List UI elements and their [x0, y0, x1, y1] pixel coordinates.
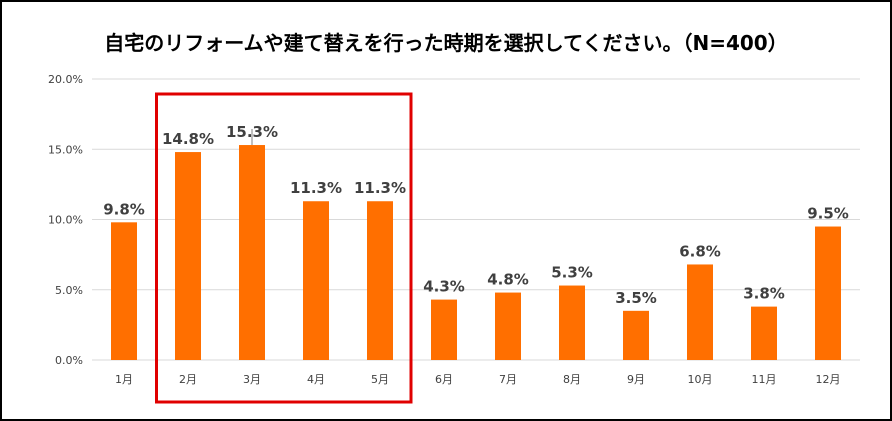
data-label: 11.3%	[354, 179, 406, 197]
chart-title: 自宅のリフォームや建て替えを行った時期を選択してください。（N=400）	[104, 31, 788, 55]
data-label: 6.8%	[679, 242, 721, 260]
bar	[303, 201, 329, 360]
y-tick-label: 10.0%	[48, 214, 83, 227]
bar	[239, 145, 265, 360]
y-tick-label: 20.0%	[48, 73, 83, 86]
highlight-box	[155, 92, 413, 404]
x-tick-label: 7月	[499, 373, 517, 386]
y-tick-label: 15.0%	[48, 143, 83, 156]
bar	[111, 222, 137, 360]
data-label: 3.5%	[615, 289, 657, 307]
data-label: 3.8%	[743, 285, 785, 303]
bar	[751, 306, 777, 360]
x-tick-label: 8月	[563, 373, 581, 386]
x-tick-label: 6月	[435, 373, 453, 386]
bar	[175, 152, 201, 360]
bar	[431, 299, 457, 360]
x-tick-label: 1月	[115, 373, 133, 386]
bar	[815, 226, 841, 360]
x-tick-label: 4月	[307, 373, 325, 386]
y-tick-label: 0.0%	[55, 354, 83, 367]
data-label: 4.3%	[423, 278, 465, 296]
x-tick-label: 9月	[627, 373, 645, 386]
x-tick-label: 10月	[688, 373, 713, 386]
bar	[367, 201, 393, 360]
x-tick-label: 3月	[243, 373, 261, 386]
data-label: 14.8%	[162, 130, 214, 148]
bar	[495, 292, 521, 360]
bar	[687, 264, 713, 360]
x-tick-label: 11月	[752, 373, 777, 386]
bar	[623, 310, 649, 360]
data-label: 9.5%	[807, 205, 849, 223]
x-tick-label: 12月	[816, 373, 841, 386]
x-tick-label: 5月	[371, 373, 389, 386]
y-tick-label: 5.0%	[55, 284, 83, 297]
data-label: 5.3%	[551, 264, 593, 282]
x-tick-label: 2月	[179, 373, 197, 386]
bar	[559, 285, 585, 360]
data-label: 11.3%	[290, 179, 342, 197]
data-label: 9.8%	[103, 200, 145, 218]
data-label: 4.8%	[487, 271, 529, 289]
